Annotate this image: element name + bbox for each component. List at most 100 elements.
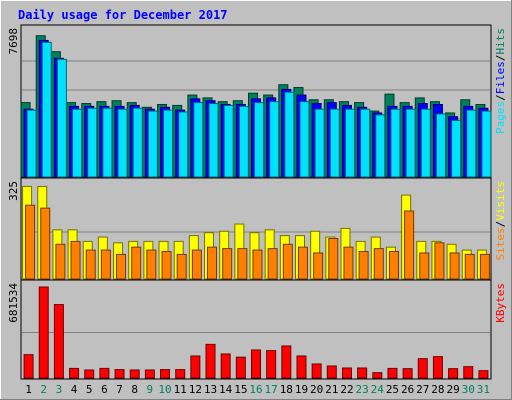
bar-pages <box>26 109 37 178</box>
bar-sites <box>373 248 384 280</box>
x-tick-label: 2 <box>40 383 47 396</box>
bar-sites <box>434 242 445 280</box>
bar-pages <box>314 108 325 178</box>
bar-sites <box>70 240 81 280</box>
bar-sites <box>207 246 218 280</box>
bar-pages <box>451 119 462 178</box>
panel-hits: 7698 Pages/Files/Hits <box>7 24 507 179</box>
bar-sites <box>40 207 51 280</box>
bar-kbytes <box>296 355 307 379</box>
bar-kbytes <box>372 372 383 379</box>
x-tick-label: 23 <box>356 383 369 396</box>
legend-separator: / <box>494 55 507 62</box>
x-tick-label: 25 <box>386 383 399 396</box>
x-tick-label: 9 <box>147 383 154 396</box>
bar-pages <box>269 101 280 178</box>
bar-sites <box>176 253 187 280</box>
bar-pages <box>481 110 492 178</box>
x-tick-label: 20 <box>310 383 323 396</box>
x-tick-label: 19 <box>295 383 308 396</box>
bar-pages <box>56 58 67 178</box>
x-tick-label: 5 <box>86 383 93 396</box>
bar-pages <box>41 41 52 178</box>
bar-pages <box>466 109 477 178</box>
bar-sites <box>161 251 172 280</box>
bar-sites <box>237 248 248 280</box>
x-tick-label: 28 <box>431 383 444 396</box>
y-axis-max-label: 325 <box>7 181 20 201</box>
x-tick-label: 15 <box>234 383 247 396</box>
bar-kbytes <box>402 368 413 379</box>
bar-sites <box>449 252 460 280</box>
x-tick-label: 3 <box>56 383 63 396</box>
bar-kbytes <box>205 343 216 379</box>
bar-sites <box>358 251 369 280</box>
x-tick-label: 27 <box>416 383 429 396</box>
chart-title: Daily usage for December 2017 <box>18 8 228 22</box>
bar-sites <box>191 249 202 280</box>
bar-pages <box>405 108 416 178</box>
bar-sites <box>388 251 399 280</box>
bar-kbytes <box>432 356 443 379</box>
bar-pages <box>375 114 386 178</box>
bar-kbytes <box>251 349 261 379</box>
bar-sites <box>55 243 66 280</box>
x-axis-labels: 1 2 3 4 5 6 7 8 9 10 11 12 13 14 15 16 17 18 19 20 21 22 23 24 2… <box>25 383 490 396</box>
bar-sites <box>116 253 127 280</box>
legend-hits: Pages/Files/Hits <box>494 28 507 134</box>
bar-pages <box>238 105 249 178</box>
bar-sites <box>146 249 157 280</box>
legend-item-kbytes: KBytes <box>494 283 507 323</box>
bar-sites <box>464 253 475 280</box>
bar-kbytes <box>463 366 474 379</box>
bar-pages <box>284 91 295 178</box>
bar-kbytes <box>281 345 292 379</box>
x-tick-label: 1 <box>25 383 32 396</box>
legend-item-hits: Hits <box>494 28 507 55</box>
y-axis-max-label: 7698 <box>7 28 20 55</box>
bar-pages <box>208 103 219 178</box>
bar-kbytes <box>357 367 368 379</box>
x-tick-label: 11 <box>174 383 187 396</box>
bar-pages <box>132 107 143 178</box>
bar-pages <box>435 113 446 178</box>
x-tick-label: 22 <box>340 383 353 396</box>
bar-kbytes <box>114 369 125 379</box>
x-tick-label: 29 <box>446 383 459 396</box>
bar-pages <box>193 102 204 178</box>
bar-sites <box>25 204 36 280</box>
bar-kbytes <box>175 369 186 379</box>
bar-kbytes <box>69 367 80 379</box>
legend-item-sites: Sites <box>494 227 507 260</box>
bar-kbytes <box>220 353 231 379</box>
bar-kbytes <box>129 369 140 379</box>
bar-kbytes <box>448 368 459 379</box>
bar-kbytes <box>478 370 489 379</box>
bar-kbytes <box>38 286 49 379</box>
legend-kbytes: KBytes <box>494 283 507 323</box>
bar-sites <box>222 248 233 280</box>
bar-kbytes <box>23 354 34 379</box>
bar-pages <box>147 110 158 178</box>
bar-sites <box>85 249 96 280</box>
bar-sites <box>313 252 324 280</box>
bar-pages <box>102 107 113 178</box>
panel-visits: 325 Sites/Visits <box>7 177 507 281</box>
bar-sites <box>479 253 490 280</box>
x-tick-label: 16 <box>249 383 262 396</box>
bar-kbytes <box>387 367 398 379</box>
bar-kbytes <box>341 367 352 379</box>
bar-pages <box>163 109 174 178</box>
bar-kbytes <box>144 369 155 379</box>
bar-pages <box>178 111 189 178</box>
legend-separator: / <box>494 221 507 228</box>
x-tick-label: 10 <box>158 383 171 396</box>
x-tick-label: 12 <box>189 383 202 396</box>
bar-kbytes <box>160 369 171 379</box>
bar-sites <box>297 246 308 280</box>
bar-sites <box>419 252 430 280</box>
bar-pages <box>299 101 310 178</box>
bar-pages <box>390 108 401 178</box>
bar-pages <box>117 108 128 178</box>
